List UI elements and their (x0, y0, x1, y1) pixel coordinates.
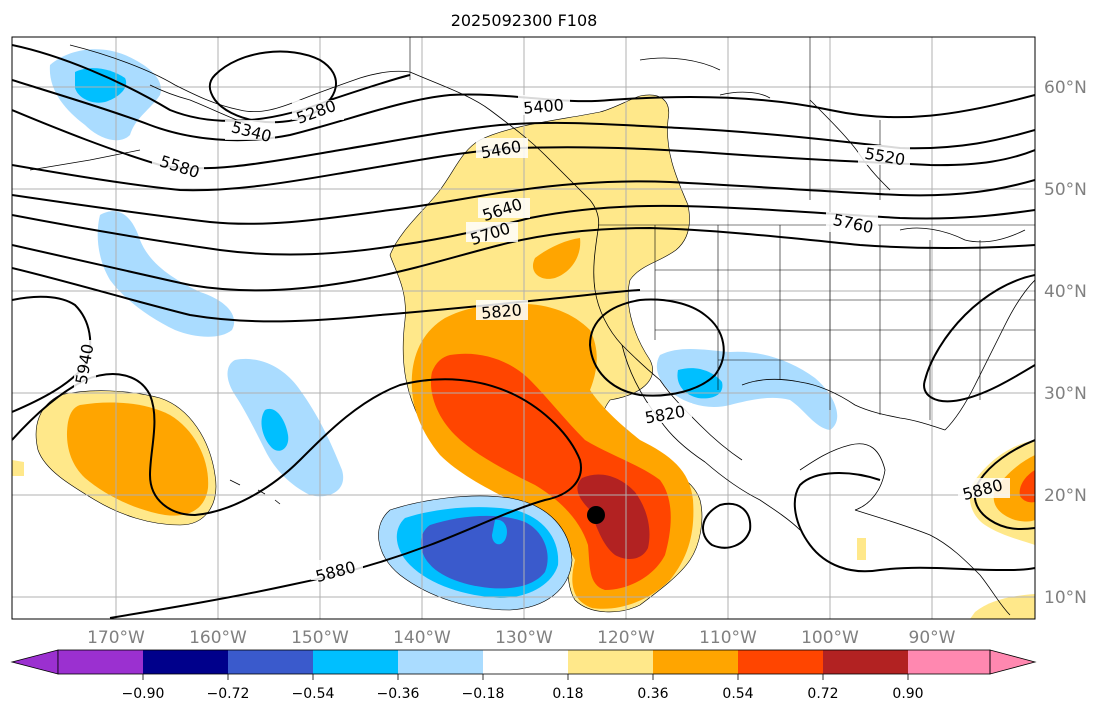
lon-tick-labels: 170°W 160°W 150°W 140°W 130°W 120°W 110°… (87, 628, 956, 648)
colorbar-segment (568, 650, 653, 674)
anomaly-negative-mid-light (97, 211, 235, 337)
colorbar-tick-label: 0.54 (722, 686, 753, 702)
colorbar-tick-label: −0.54 (292, 686, 335, 702)
anomaly-positive-tiny-east (857, 538, 866, 560)
colorbar-tick-label: −0.72 (207, 686, 250, 702)
colorbar-segment (738, 650, 823, 674)
anomaly-positive-tiny-center (490, 275, 496, 283)
colorbar-extend-high (989, 649, 1037, 675)
lat-label: 20°N (1044, 486, 1087, 506)
colorbar-tick-label: 0.18 (552, 686, 583, 702)
colorbar-segment (653, 650, 738, 674)
map-frame (11, 36, 1036, 620)
colorbar-tick-label: 0.90 (892, 686, 923, 702)
lon-label: 160°W (189, 628, 247, 648)
anomaly-positive-west-orange (66, 402, 209, 516)
colorbar-tick-label: 0.72 (807, 686, 838, 702)
contour-label-5820-north: 5820 (480, 300, 522, 322)
lat-label: 60°N (1044, 78, 1087, 98)
colorbar-segment (228, 650, 313, 674)
colorbar-tick-label: −0.36 (377, 686, 420, 702)
lat-label: 10°N (1044, 588, 1087, 608)
anomaly-negative-south-inner (492, 519, 507, 545)
contour-label-5400: 5400 (522, 95, 564, 117)
map-title: 2025092300 F108 (451, 11, 598, 30)
colorbar-segment (143, 650, 228, 674)
colorbar: −0.90 −0.72 −0.54 −0.36 −0.18 0.18 0.36 … (10, 649, 1037, 702)
anomaly-positive-tiny-west (12, 460, 24, 476)
anomaly-positive-orange-small (532, 238, 581, 279)
lat-tick-labels: 60°N 50°N 40°N 30°N 20°N 10°N (1044, 78, 1087, 608)
anomaly-negative-south-blue (420, 515, 548, 589)
colorbar-segment (58, 650, 143, 674)
lon-label: 110°W (699, 628, 757, 648)
lon-label: 120°W (597, 628, 655, 648)
lon-label: 170°W (87, 628, 145, 648)
colorbar-segment (398, 650, 483, 674)
lat-label: 40°N (1044, 282, 1087, 302)
anomaly-positive-east-orange (993, 455, 1035, 522)
lon-label: 130°W (495, 628, 553, 648)
lon-label: 100°W (801, 628, 859, 648)
lat-label: 50°N (1044, 180, 1087, 200)
anomaly-shading (12, 49, 1035, 619)
political-borders (409, 37, 1035, 420)
colorbar-extend-low (10, 649, 59, 675)
colorbar-segment (483, 650, 568, 674)
colorbar-segment (313, 650, 398, 674)
lon-label: 90°W (909, 628, 956, 648)
colorbar-segment (823, 650, 908, 674)
anomaly-negative-texas-light (656, 348, 838, 430)
anomaly-positive-east-red (1019, 470, 1035, 503)
colorbar-segment (908, 650, 990, 674)
anomaly-negative-alaska-cyan (75, 68, 127, 103)
lat-label: 30°N (1044, 384, 1087, 404)
colorbar-tick-label: −0.18 (462, 686, 505, 702)
lon-label: 150°W (291, 628, 349, 648)
colorbar-tick-label: 0.36 (637, 686, 668, 702)
anomaly-negative-center-cyan (261, 408, 289, 451)
lon-label: 140°W (393, 628, 451, 648)
storm-center-marker (587, 506, 605, 524)
colorbar-frame (57, 649, 991, 675)
anomaly-positive-dark-red (577, 474, 650, 560)
colorbar-tick-label: −0.90 (122, 686, 165, 702)
contour-label-backdrops (74, 95, 1010, 580)
